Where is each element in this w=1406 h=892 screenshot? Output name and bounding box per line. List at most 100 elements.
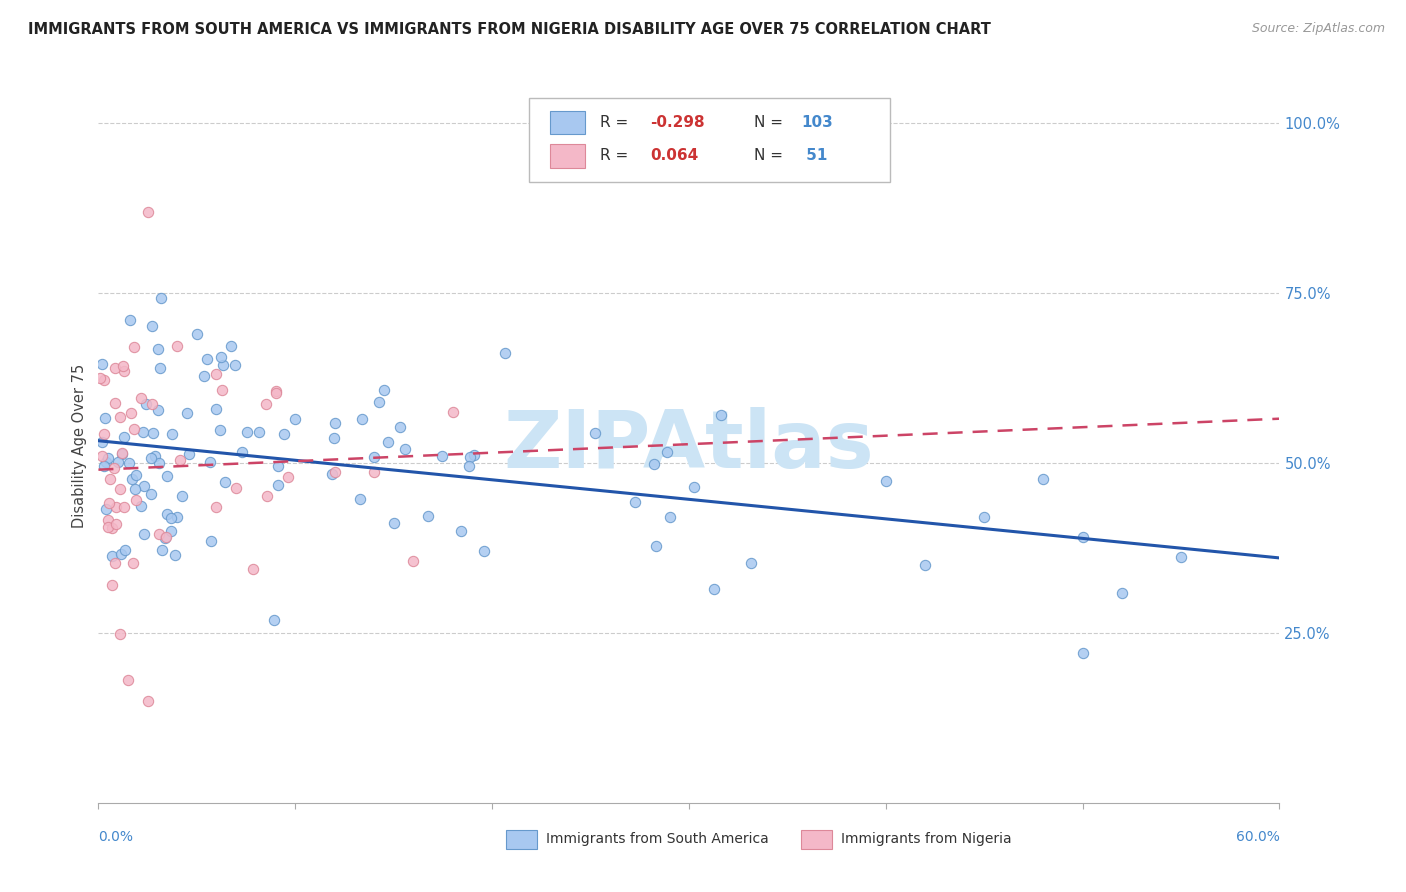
Point xyxy=(256,489,278,503)
Point xyxy=(457,458,479,473)
Text: R =: R = xyxy=(600,114,634,129)
Point xyxy=(129,499,152,513)
Point xyxy=(105,516,128,531)
Point xyxy=(94,410,117,425)
Y-axis label: Disability Age Over 75: Disability Age Over 75 xyxy=(72,364,87,528)
Point xyxy=(97,450,120,465)
Point xyxy=(111,359,134,373)
Point xyxy=(236,425,259,439)
Point xyxy=(148,527,170,541)
Point xyxy=(177,447,200,461)
Point xyxy=(91,434,114,449)
Point xyxy=(186,326,208,341)
Point xyxy=(349,492,371,507)
Point xyxy=(172,490,194,504)
Point xyxy=(120,406,142,420)
Point xyxy=(209,350,232,364)
Point xyxy=(703,582,725,597)
Point xyxy=(160,511,183,525)
Point xyxy=(93,427,115,442)
Point xyxy=(107,455,129,469)
Point xyxy=(142,425,165,440)
Point xyxy=(368,394,391,409)
Point xyxy=(117,673,139,688)
Point xyxy=(382,516,405,530)
Point xyxy=(98,472,121,486)
Point xyxy=(96,455,118,469)
Point xyxy=(193,368,215,383)
Point xyxy=(141,397,163,411)
Point xyxy=(658,510,681,524)
Point xyxy=(111,446,134,460)
Text: ZIPAtlas: ZIPAtlas xyxy=(503,407,875,485)
Point xyxy=(418,509,440,524)
Point xyxy=(209,423,232,437)
Point xyxy=(254,397,277,411)
Point xyxy=(321,467,343,481)
Point xyxy=(655,445,678,459)
Point xyxy=(146,342,169,356)
Point xyxy=(136,204,159,219)
Point xyxy=(973,509,995,524)
Text: Immigrants from Nigeria: Immigrants from Nigeria xyxy=(841,832,1011,847)
Point xyxy=(176,406,198,420)
Point xyxy=(118,456,141,470)
Point xyxy=(121,472,143,486)
Point xyxy=(141,318,163,333)
Point xyxy=(97,513,120,527)
Point xyxy=(200,533,222,548)
Point xyxy=(148,456,170,470)
Point xyxy=(204,367,226,381)
Point xyxy=(160,426,183,441)
Point xyxy=(363,465,385,479)
Point xyxy=(112,500,135,515)
Point xyxy=(204,402,226,417)
Bar xyxy=(550,145,585,168)
Point xyxy=(97,496,120,510)
Point xyxy=(143,449,166,463)
Point xyxy=(273,426,295,441)
Point xyxy=(149,361,172,376)
Point xyxy=(350,412,373,426)
Point xyxy=(89,371,111,385)
Point xyxy=(156,469,179,483)
Point xyxy=(1111,586,1133,600)
Point xyxy=(212,358,235,372)
Point xyxy=(211,384,233,398)
Point xyxy=(388,420,411,434)
Point xyxy=(103,396,125,410)
Point xyxy=(450,524,472,539)
Point xyxy=(224,358,246,372)
Point xyxy=(225,481,247,495)
Point xyxy=(624,495,647,509)
Point xyxy=(247,425,270,439)
Point xyxy=(125,493,148,508)
Point xyxy=(91,357,114,371)
Point xyxy=(132,425,155,439)
Point xyxy=(266,477,288,491)
Point xyxy=(114,542,136,557)
Point xyxy=(682,480,704,494)
Point xyxy=(101,520,124,534)
Point xyxy=(740,556,762,570)
Text: 0.0%: 0.0% xyxy=(98,830,134,844)
Point xyxy=(104,556,127,570)
Point xyxy=(103,460,125,475)
Point xyxy=(195,351,218,366)
Point xyxy=(160,524,183,538)
Point xyxy=(156,507,179,521)
Point xyxy=(463,448,485,462)
Point xyxy=(284,412,307,426)
Point xyxy=(377,435,399,450)
Point xyxy=(163,548,186,562)
Point xyxy=(169,453,191,467)
Point xyxy=(132,479,155,493)
Point xyxy=(363,450,385,464)
Point xyxy=(1071,646,1094,660)
Point xyxy=(101,549,124,564)
Text: 0.064: 0.064 xyxy=(650,148,699,163)
Point xyxy=(93,459,115,474)
FancyBboxPatch shape xyxy=(530,98,890,182)
Point xyxy=(231,445,253,459)
Point xyxy=(1032,472,1054,486)
